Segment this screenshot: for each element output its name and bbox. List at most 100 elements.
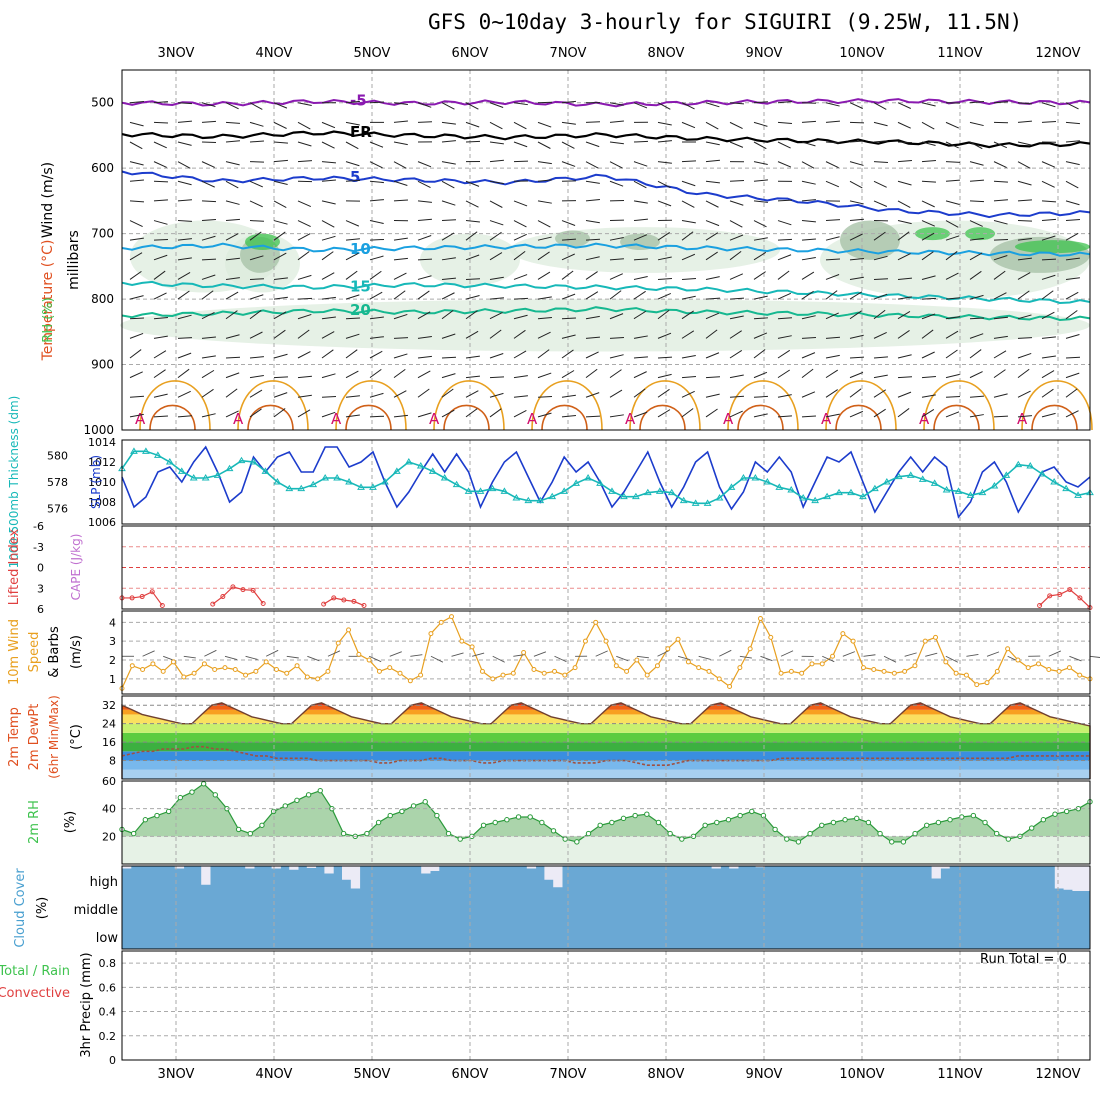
wind-barb [633, 161, 648, 167]
wind-barb [585, 271, 598, 280]
wind-barb [849, 356, 865, 359]
wind-barb [129, 101, 144, 104]
wind-barb [1065, 102, 1079, 110]
wind-barb [537, 121, 552, 128]
wind-barb [945, 179, 960, 182]
isotherm-marker-25: A [527, 410, 538, 428]
wind-barb [393, 180, 408, 186]
wind-speed-point [727, 683, 733, 689]
wind-barb [321, 296, 336, 300]
rh-point [597, 822, 603, 828]
wind-barb [993, 238, 1009, 241]
wind-barb [417, 275, 432, 280]
thickness-point [189, 474, 198, 481]
wind-barb [489, 329, 502, 339]
wind-barb [825, 274, 840, 280]
wind-speed-point [654, 663, 660, 669]
rh-point [259, 822, 265, 828]
rh-point [795, 839, 802, 845]
wind-barb [969, 161, 984, 166]
wind-barb [369, 316, 384, 320]
wind-speed-point [315, 676, 321, 682]
surface-wind-barb [595, 650, 608, 657]
thickness-point [655, 487, 664, 494]
wind-barb [561, 100, 576, 104]
thickness-point [930, 479, 939, 486]
wind-speed-point [665, 646, 671, 652]
wind-barb [753, 141, 767, 150]
wind-barb [993, 255, 1008, 261]
wind-barb [561, 121, 576, 125]
wind-speed-point [778, 670, 784, 676]
wind-barb [417, 336, 432, 339]
wind-barb [153, 393, 168, 398]
thickness-point [369, 483, 377, 490]
wind-barb [345, 414, 360, 418]
wind-speed-point [160, 668, 166, 674]
wind-barb [585, 368, 598, 379]
wind-barb [201, 180, 215, 188]
date-label-bottom-10NOV: 10NOV [839, 1067, 885, 1082]
wind-speed-point [871, 666, 877, 672]
wind-barb [441, 219, 457, 222]
wind-barb [705, 376, 721, 379]
rh-point [714, 819, 720, 826]
wind-barb [609, 237, 624, 241]
surface-wind-barb [142, 650, 155, 657]
wind-barb [921, 180, 937, 183]
rh-point [387, 812, 393, 819]
wind-barb [945, 121, 959, 129]
wind-barb [513, 141, 528, 148]
wind-barb [657, 409, 671, 418]
wind-barb [177, 199, 192, 202]
wind-barb [849, 276, 864, 280]
surface-wind-barb [224, 655, 238, 660]
ytick-upper: 800 [91, 292, 114, 306]
wind-barb [177, 161, 191, 169]
isotherm-label: FR [350, 123, 372, 141]
isotherm-label: 5 [350, 168, 360, 186]
lifted-index-point [220, 594, 226, 600]
wind-barb [345, 252, 359, 261]
ylabel-2m-dewpt: 2m DewPt [27, 704, 42, 771]
wind-barb [273, 296, 288, 300]
wind-barb [561, 394, 576, 398]
wind-barb [849, 180, 863, 189]
thickness-point [787, 486, 796, 493]
date-label-bottom-3NOV: 3NOV [157, 1067, 195, 1082]
wind-barb [825, 413, 840, 418]
wind-barb [1041, 274, 1056, 280]
rh-point [492, 819, 498, 826]
wind-barb [561, 370, 575, 379]
ylabel-wind: Wind (m/s) [40, 162, 56, 238]
cloud-high-bar [430, 866, 440, 871]
wind-barb [849, 200, 864, 205]
wind-barb [177, 141, 192, 146]
wind-barb [369, 392, 384, 398]
boundary-layer-contour [933, 404, 980, 431]
cloud-high-bar [306, 866, 317, 868]
wind-speed-point [963, 672, 969, 678]
cloud-high-bar [174, 866, 185, 869]
wind-barb [465, 310, 478, 320]
wind-barb [489, 159, 504, 163]
wind-barb [945, 251, 958, 261]
surface-wind-barb [925, 652, 938, 657]
chart-title: GFS 0~10day 3-hourly for SIGUIRI (9.25W,… [428, 10, 1023, 34]
dewpoint-line [121, 745, 1090, 766]
wind-barb [129, 141, 143, 150]
wind-speed-point [253, 668, 259, 674]
wind-speed-point [562, 672, 568, 678]
wind-speed-point [644, 672, 650, 678]
cloud-layer-high: high [90, 875, 118, 890]
wind-barb [777, 254, 792, 261]
wind-barb [513, 200, 528, 207]
surface-wind-barb [554, 655, 567, 663]
wind-barb [753, 295, 768, 300]
thickness-point [691, 499, 700, 506]
wind-barb [537, 236, 552, 241]
ytick-slp: 1008 [88, 496, 116, 509]
wind-barb [201, 355, 216, 359]
wind-barb [1017, 199, 1032, 202]
wind-barb [609, 369, 622, 379]
